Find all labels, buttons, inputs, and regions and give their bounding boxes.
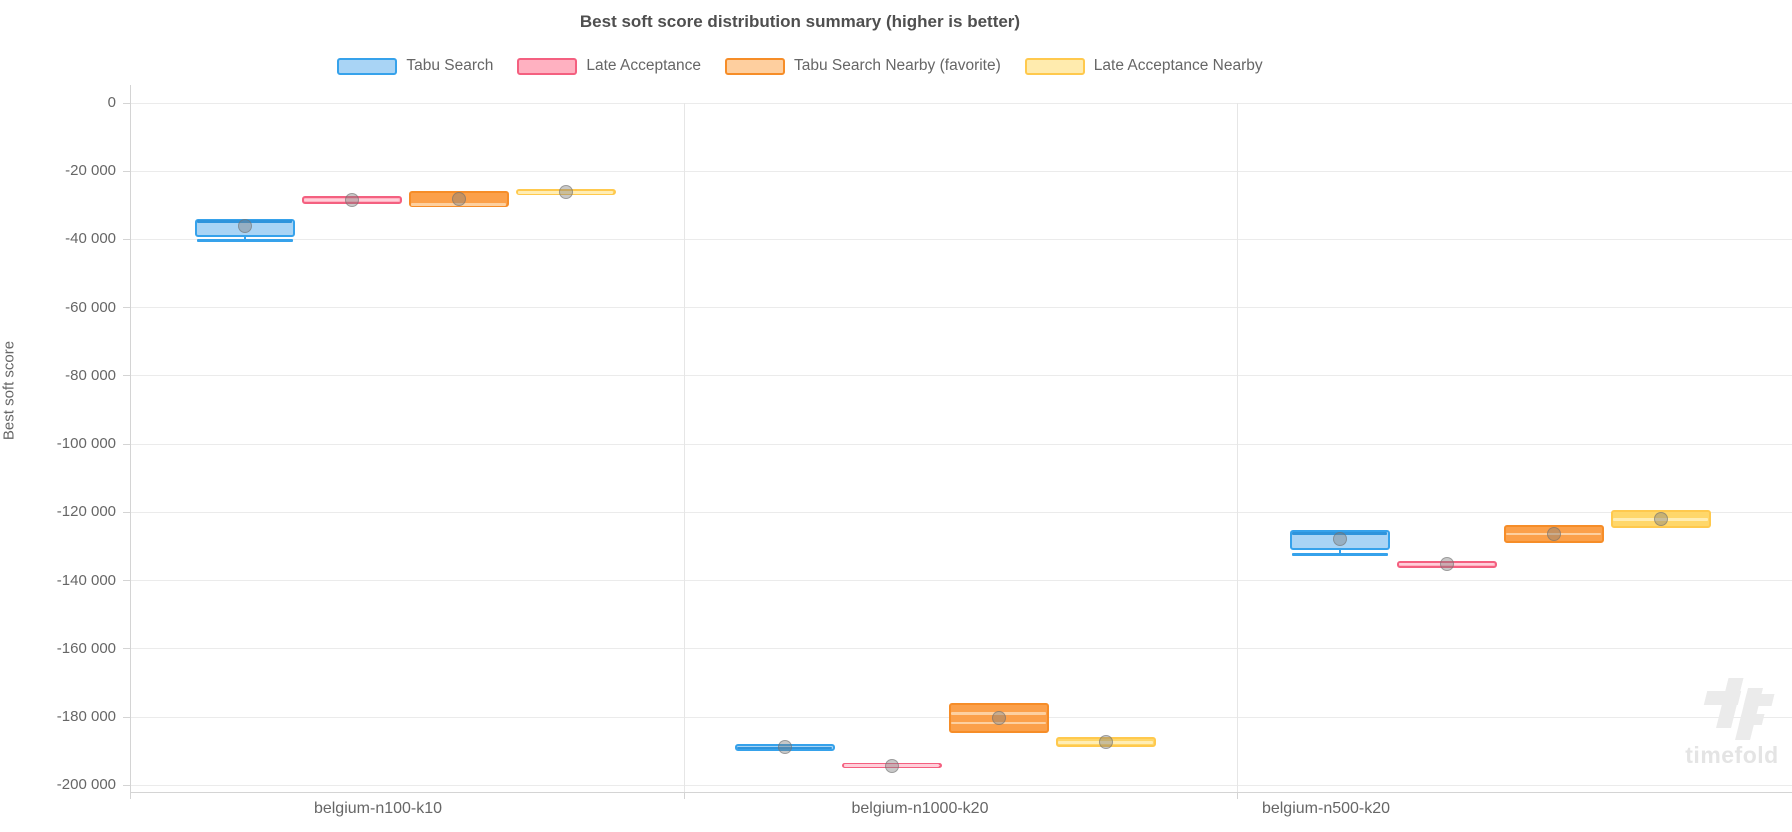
gridline <box>130 443 1792 445</box>
y-tick-label: -120 000 <box>56 503 116 521</box>
mean-dot <box>558 185 573 200</box>
legend-item-tabu-search-nearby-favorite[interactable]: Tabu Search Nearby (favorite) <box>725 57 1001 75</box>
legend-item-late-acceptance[interactable]: Late Acceptance <box>517 57 701 75</box>
legend-label: Late Acceptance <box>586 57 701 74</box>
whisker-stem <box>1338 550 1341 555</box>
y-tickmark <box>123 511 130 513</box>
y-tick-label: -180 000 <box>56 708 116 726</box>
gridline <box>130 784 1792 786</box>
mean-dot <box>1439 557 1454 572</box>
y-tickmark <box>123 307 130 309</box>
legend-label: Late Acceptance Nearby <box>1093 57 1263 74</box>
mean-dot <box>344 192 359 207</box>
gridline <box>130 511 1792 513</box>
gridline <box>130 307 1792 309</box>
legend-swatch <box>517 57 578 75</box>
y-axis-line <box>129 85 131 799</box>
y-tickmark <box>123 375 130 377</box>
gridline <box>130 648 1792 650</box>
category-label: belgium-n100-k10 <box>313 800 443 817</box>
legend-swatch <box>1024 57 1085 75</box>
chart-title: Best soft score distribution summary (hi… <box>579 12 1021 31</box>
y-tickmark <box>123 443 130 445</box>
chart-title-wrap: Best soft score distribution summary (hi… <box>0 12 1600 32</box>
y-tick-label: -200 000 <box>56 776 116 794</box>
y-tick-label: -80 000 <box>65 366 116 384</box>
legend-swatch <box>725 57 785 75</box>
watermark-text: timefold <box>1685 742 1779 768</box>
x-tickmark <box>1236 792 1238 799</box>
y-tickmark <box>123 716 130 718</box>
legend-item-tabu-search[interactable]: Tabu Search <box>337 57 493 75</box>
category-label: belgium-n1000-k20 <box>851 800 989 817</box>
legend-swatch <box>337 57 398 75</box>
legend-label: Tabu Search Nearby (favorite) <box>794 57 1001 74</box>
y-tick-label: -60 000 <box>65 298 116 316</box>
mean-dot <box>991 711 1006 726</box>
gridline <box>130 238 1792 240</box>
whisker-cap <box>196 239 293 242</box>
timefold-logo-icon <box>1703 678 1775 740</box>
y-tickmark <box>123 580 130 582</box>
mean-dot <box>451 191 466 206</box>
gridline <box>130 375 1792 377</box>
y-tick-label: 0 <box>107 94 116 111</box>
gridline <box>130 170 1792 172</box>
legend-label: Tabu Search <box>406 57 494 74</box>
y-tickmark <box>123 648 130 650</box>
y-tick-label: -100 000 <box>56 435 116 453</box>
panel-divider <box>683 103 685 792</box>
gridline <box>130 580 1792 582</box>
watermark: timefold <box>1672 676 1792 769</box>
mean-dot <box>237 219 252 234</box>
y-tick-label: -160 000 <box>56 639 116 657</box>
mean-dot <box>1546 526 1561 541</box>
y-tickmark <box>123 102 130 104</box>
y-tick-label: -20 000 <box>65 162 116 180</box>
mean-dot <box>884 758 899 773</box>
mean-dot <box>1653 511 1668 526</box>
x-tickmark <box>683 792 685 799</box>
y-tickmark <box>123 238 130 240</box>
y-tickmark <box>123 170 130 172</box>
gridline <box>130 102 1792 104</box>
category-label: belgium-n500-k20 <box>1261 800 1391 817</box>
panel-divider <box>1236 103 1238 792</box>
whisker-stem <box>243 236 246 241</box>
legend-item-late-acceptance-nearby[interactable]: Late Acceptance Nearby <box>1024 57 1263 75</box>
mean-dot <box>1098 734 1113 749</box>
y-tick-label: -40 000 <box>65 230 116 248</box>
mean-dot <box>777 740 792 755</box>
y-tickmark <box>123 784 130 786</box>
y-tick-label: -140 000 <box>56 571 116 589</box>
whisker-cap <box>1291 553 1388 556</box>
mean-dot <box>1332 532 1347 547</box>
legend: Tabu Search Late Acceptance Tabu Search Ne… <box>0 57 1600 75</box>
x-axis-line <box>130 791 1792 793</box>
